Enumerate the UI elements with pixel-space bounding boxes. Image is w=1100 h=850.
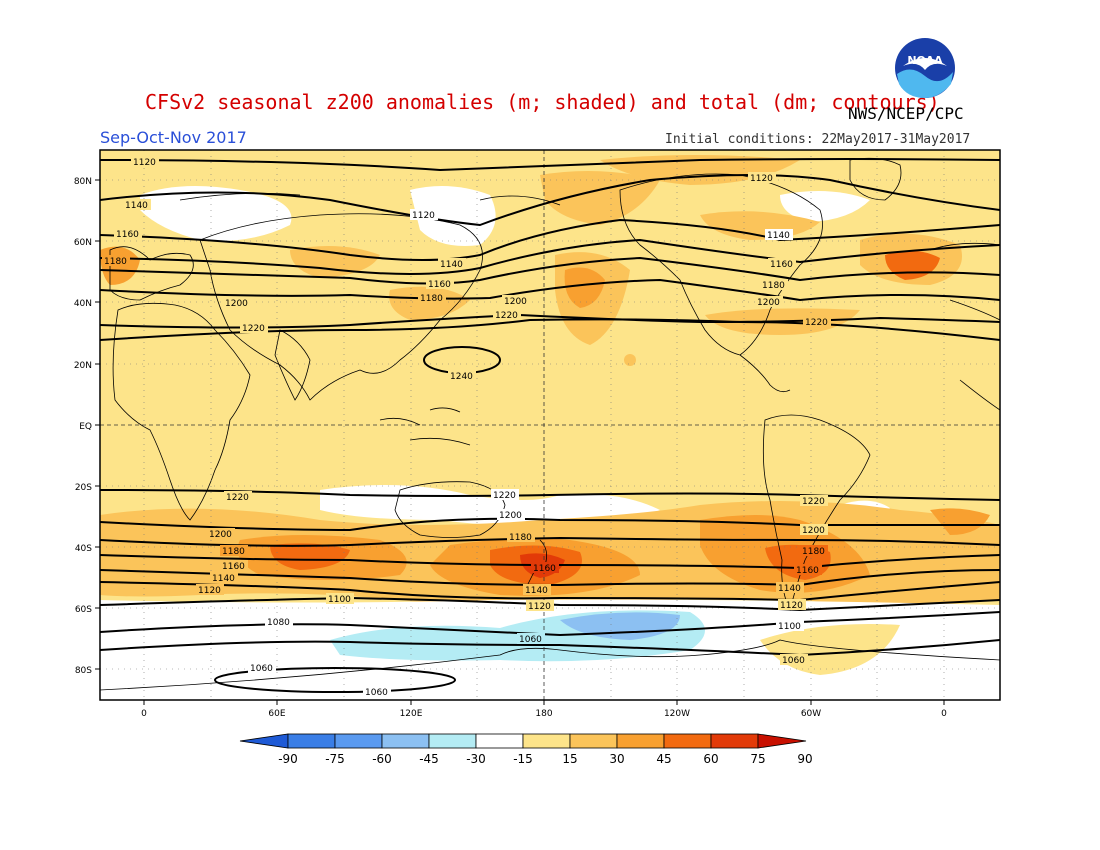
contour-label-1220: 1220 <box>802 497 825 507</box>
lon-tick-0: 0 <box>141 709 147 719</box>
height-contours <box>100 158 1000 693</box>
lon-tick-120w: 120W <box>664 709 690 719</box>
latitude-axis <box>95 179 100 670</box>
colorbar-swatch <box>475 733 524 749</box>
agency-label: NWS/NCEP/CPC <box>848 104 964 123</box>
colorbar-label: 15 <box>562 752 577 766</box>
contour-label-1060: 1060 <box>250 664 273 674</box>
contour-label-1140: 1140 <box>212 574 235 584</box>
contour-label-1160: 1160 <box>770 260 793 270</box>
colorbar-swatch <box>710 733 759 749</box>
chart-title: CFSv2 seasonal z200 anomalies (m; shaded… <box>145 90 940 114</box>
colorbar-swatch <box>428 733 477 749</box>
contour-label-1140: 1140 <box>778 584 801 594</box>
contour-label-1200: 1200 <box>225 299 248 309</box>
lat-tick-20n: 20N <box>74 361 92 371</box>
colorbar-swatch <box>616 733 665 749</box>
colorbar-swatch <box>334 733 383 749</box>
colorbar-swatch <box>381 733 430 749</box>
colorbar-label: -15 <box>513 752 533 766</box>
initial-conditions-label: Initial conditions: 22May2017-31May2017 <box>665 132 971 147</box>
lon-tick-0-east: 0 <box>941 709 947 719</box>
longitude-axis <box>143 700 945 705</box>
colorbar-label: -45 <box>419 752 439 766</box>
latitude-tick-labels: 80N 60N 40N 20N EQ 20S 40S 60S 80S <box>74 177 92 676</box>
contour-label-1220: 1220 <box>242 324 265 334</box>
contour-label-1120: 1120 <box>133 158 156 168</box>
lon-tick-60w: 60W <box>801 709 821 719</box>
contour-label-1180: 1180 <box>802 547 825 557</box>
contour-label-1200: 1200 <box>802 526 825 536</box>
contour-label-1220: 1220 <box>495 311 518 321</box>
longitude-tick-labels: 0 60E 120E 180 120W 60W 0 <box>141 709 947 719</box>
colorbar-arrow-left <box>239 733 289 749</box>
colorbar-label: 30 <box>609 752 624 766</box>
contour-label-1100: 1100 <box>328 595 351 605</box>
contour-label-1220: 1220 <box>493 491 516 501</box>
contour-label-1180: 1180 <box>762 281 785 291</box>
contour-label-1100: 1100 <box>778 622 801 632</box>
svg-text:NOAA: NOAA <box>907 54 943 67</box>
colorbar-label: 45 <box>656 752 671 766</box>
contour-label-1200: 1200 <box>209 530 232 540</box>
contour-labels: 1120 1140 1160 1180 1200 1220 1120 1140 … <box>102 156 831 698</box>
colorbar-label: 75 <box>750 752 765 766</box>
contour-label-1200: 1200 <box>499 511 522 521</box>
lon-tick-60e: 60E <box>268 709 285 719</box>
noaa-logo: NOAA <box>895 38 955 98</box>
contour-label-1120: 1120 <box>198 586 221 596</box>
season-label: Sep-Oct-Nov 2017 <box>100 128 247 147</box>
contour-label-1060: 1060 <box>782 656 805 666</box>
colorbar-swatch <box>569 733 618 749</box>
contour-label-1120: 1120 <box>528 602 551 612</box>
contour-label-1200: 1200 <box>757 298 780 308</box>
contour-label-1160: 1160 <box>116 230 139 240</box>
contour-label-1120: 1120 <box>750 174 773 184</box>
lat-tick-80s: 80S <box>75 666 92 676</box>
contour-label-1160: 1160 <box>796 566 819 576</box>
colorbar-swatch <box>287 733 336 749</box>
colorbar-label: -75 <box>325 752 345 766</box>
contour-label-1200: 1200 <box>504 297 527 307</box>
colorbar-label: 90 <box>797 752 812 766</box>
contour-label-1080: 1080 <box>267 618 290 628</box>
contour-label-1140: 1140 <box>767 231 790 241</box>
contour-label-1180: 1180 <box>104 257 127 267</box>
graticule <box>100 150 1000 700</box>
colorbar-label: -30 <box>466 752 486 766</box>
colorbar-label: 60 <box>703 752 718 766</box>
colorbar-arrow-right <box>757 733 807 749</box>
colorbar-label: -60 <box>372 752 392 766</box>
contour-label-1220: 1220 <box>805 318 828 328</box>
lat-tick-80n: 80N <box>74 177 92 187</box>
contour-label-1060: 1060 <box>365 688 388 698</box>
contour-label-1120: 1120 <box>780 601 803 611</box>
contour-label-1160: 1160 <box>428 280 451 290</box>
contour-label-1140: 1140 <box>440 260 463 270</box>
contour-label-1220: 1220 <box>226 493 249 503</box>
lat-tick-20s: 20S <box>75 483 92 493</box>
contour-label-1160: 1160 <box>533 564 556 574</box>
lat-tick-40n: 40N <box>74 299 92 309</box>
contour-label-1160: 1160 <box>222 562 245 572</box>
lat-tick-60n: 60N <box>74 238 92 248</box>
lon-tick-120e: 120E <box>400 709 423 719</box>
colorbar: -90 -75 -60 -45 -30 -15 15 30 45 60 75 90 <box>239 733 813 766</box>
lon-tick-180: 180 <box>535 709 552 719</box>
contour-label-1080: 1060 <box>519 635 542 645</box>
contour-label-1180: 1180 <box>420 294 443 304</box>
lat-tick-60s: 60S <box>75 605 92 615</box>
colorbar-swatch <box>663 733 712 749</box>
colorbar-label: -90 <box>278 752 298 766</box>
contour-label-1140: 1140 <box>125 201 148 211</box>
contour-label-1120: 1120 <box>412 211 435 221</box>
lat-tick-40s: 40S <box>75 544 92 554</box>
colorbar-swatch <box>522 733 571 749</box>
contour-label-1180: 1180 <box>509 533 532 543</box>
lat-tick-eq: EQ <box>79 422 92 432</box>
contour-label-1240: 1240 <box>450 372 473 382</box>
contour-label-1140: 1140 <box>525 586 548 596</box>
contour-label-1180: 1180 <box>222 547 245 557</box>
